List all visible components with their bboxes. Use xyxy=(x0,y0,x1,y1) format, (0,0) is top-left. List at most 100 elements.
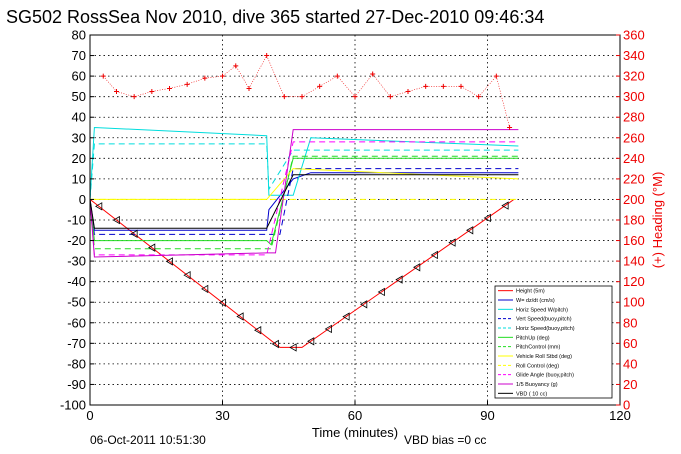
heading-point xyxy=(233,63,239,69)
heading-point xyxy=(184,81,190,87)
y-tick-label-right: 360 xyxy=(623,28,645,43)
heading-point xyxy=(246,85,252,91)
y-tick-label-left: 60 xyxy=(72,69,86,84)
y-tick-label-left: -20 xyxy=(67,233,86,248)
vbd-marker xyxy=(218,298,226,307)
x-axis-label: Time (minutes) xyxy=(312,425,398,440)
vbd-marker xyxy=(413,263,421,272)
y-tick-label-right: 240 xyxy=(623,151,645,166)
heading-point xyxy=(114,89,119,95)
vbd-marker xyxy=(254,326,262,335)
vbd-marker xyxy=(466,226,474,235)
y-tick-label-left: -100 xyxy=(60,398,86,413)
vbd-marker xyxy=(448,238,456,247)
legend-label: PitchControl (mm) xyxy=(516,345,560,351)
heading-point xyxy=(458,83,464,89)
series-line xyxy=(89,157,519,246)
x-tick-label: 60 xyxy=(348,408,362,423)
y-tick-label-left: 30 xyxy=(72,130,86,145)
y-tick-label-left: 10 xyxy=(72,171,86,186)
x-tick-label: 90 xyxy=(480,408,494,423)
vbd-marker xyxy=(307,337,315,346)
y-tick-label-left: -50 xyxy=(67,295,86,310)
y-tick-label-right: 280 xyxy=(623,110,645,125)
y-tick-label-left: 0 xyxy=(79,192,86,207)
vbd-marker xyxy=(324,324,332,334)
y-tick-label-right: 260 xyxy=(623,130,645,145)
footer-vbd-bias: VBD bias =0 cc xyxy=(404,433,486,447)
vbd-marker xyxy=(360,300,368,309)
heading-point xyxy=(299,94,305,100)
heading-point xyxy=(352,94,358,100)
y-tick-label-left: -30 xyxy=(67,254,86,269)
y-tick-label-right: 80 xyxy=(623,315,637,330)
plot-lines xyxy=(89,126,519,348)
heading-point xyxy=(405,89,411,95)
vbd-marker xyxy=(377,287,385,297)
legend-label: Glide Angle (buoy,pitch) xyxy=(516,373,574,379)
y-tick-label-left: -40 xyxy=(67,274,86,289)
heading-point xyxy=(440,83,446,89)
legend-label: Vert Speed(buoy,pitch) xyxy=(516,317,572,323)
y-tick-label-left: 70 xyxy=(72,48,86,63)
y-tick-label-left: -80 xyxy=(67,356,86,371)
y-tick-label-right: 60 xyxy=(623,336,637,351)
heading-point xyxy=(476,94,482,100)
legend-label: 1/5 Buoyancy (g) xyxy=(516,382,558,388)
y-tick-label-right: 340 xyxy=(623,48,645,63)
footer-timestamp: 06-Oct-2011 10:51:30 xyxy=(90,433,206,447)
heading-point xyxy=(493,73,499,79)
x-tick-label: 0 xyxy=(86,408,93,423)
legend-label: VBD ( 10 cc) xyxy=(516,391,547,397)
vbd-marker xyxy=(148,243,156,252)
x-tick-label: 30 xyxy=(215,408,229,423)
heading-point xyxy=(149,89,155,95)
series-line xyxy=(89,126,519,200)
y-tick-label-right: 100 xyxy=(623,295,645,310)
y-tick-label-left: 20 xyxy=(72,151,86,166)
heading-point xyxy=(370,71,376,77)
heading-point xyxy=(507,125,513,130)
legend-label: W= dz/dt (cm/s) xyxy=(516,298,555,304)
vbd-marker xyxy=(201,284,209,294)
vbd-marker xyxy=(183,270,191,280)
x-tick-label: 120 xyxy=(609,408,631,423)
y-tick-label-left: -60 xyxy=(67,315,86,330)
y-tick-label-right: 140 xyxy=(623,254,645,269)
y-tick-label-right: 300 xyxy=(623,89,645,104)
series-line xyxy=(89,174,519,229)
legend-label: Height (5m) xyxy=(516,289,545,295)
vbd-marker xyxy=(271,339,279,349)
y-tick-label-left: 80 xyxy=(72,28,86,43)
heading-point xyxy=(220,73,225,79)
x-axis: 0 30 60 90 120 xyxy=(86,401,631,423)
y-tick-label-right: 0 xyxy=(623,398,630,413)
y-tick-label-right: 180 xyxy=(623,213,645,228)
vbd-marker xyxy=(430,250,438,260)
y-tick-label-right: 200 xyxy=(623,192,645,207)
vbd-marker xyxy=(112,215,120,225)
vbd-marker xyxy=(342,312,350,321)
legend-label: Horiz Speed W/pitch) xyxy=(516,307,568,313)
heading-point xyxy=(281,94,287,100)
heading-point xyxy=(423,83,429,89)
y-tick-label-right: 120 xyxy=(623,274,645,289)
y-tick-label-right: 20 xyxy=(623,377,637,392)
y-tick-label-right: 220 xyxy=(623,171,645,186)
vbd-marker xyxy=(395,275,403,284)
vbd-marker xyxy=(95,202,103,211)
heading-point xyxy=(167,85,172,91)
y-tick-label-left: -90 xyxy=(67,377,86,392)
legend-label: PitchUp (deg) xyxy=(516,335,550,341)
y-tick-label-right: 320 xyxy=(623,69,645,84)
y-tick-label-left: 40 xyxy=(72,110,86,125)
heading-point xyxy=(264,53,270,59)
right-axis-label: (+) Heading (°M) xyxy=(650,172,665,269)
series-line xyxy=(89,143,519,200)
legend: Height (5m) W= dz/dt (cm/s) Horiz Speed W/… xyxy=(494,285,613,399)
y-axis-left: 80 70 60 50 40 30 20 10 0 -10 -20 -30 -40 -50 -60 -70 -8… xyxy=(60,28,94,413)
vbd-marker xyxy=(130,229,138,239)
chart-title: SG502 RossSea Nov 2010, dive 365 started… xyxy=(6,7,544,27)
y-tick-label-left: -10 xyxy=(67,213,86,228)
